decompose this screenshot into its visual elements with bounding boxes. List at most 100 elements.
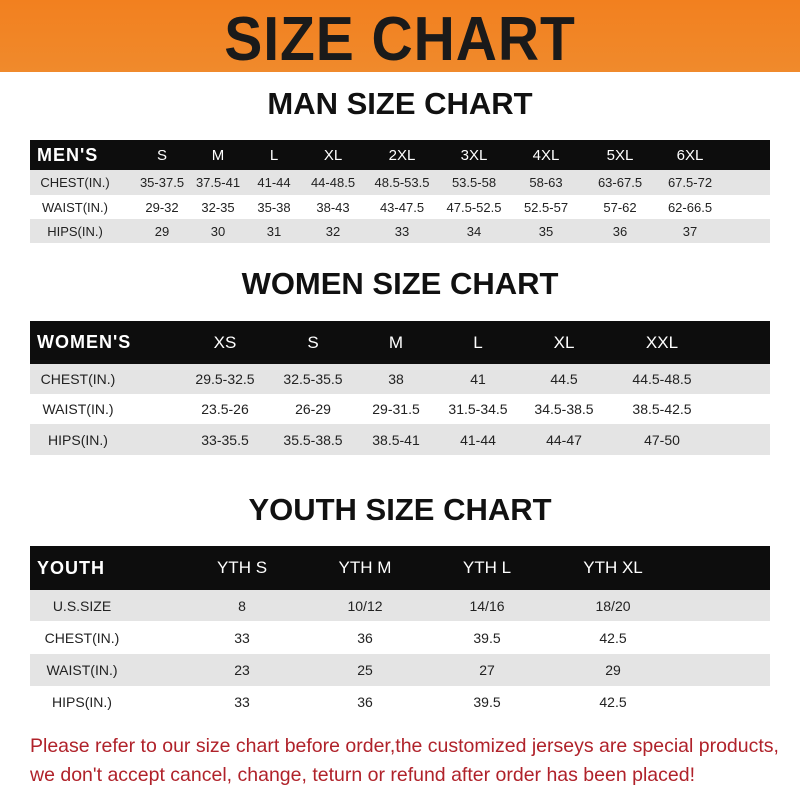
notice-line-2: we don't accept cancel, change, teturn o… <box>30 764 695 786</box>
table-cell: 29 <box>154 223 170 239</box>
table-cell: 52.5-57 <box>523 199 569 215</box>
table-cell: 38-43 <box>316 199 350 215</box>
table-cell: 33 <box>234 694 250 710</box>
table-cell: 44.5-48.5 <box>632 371 692 387</box>
table-cell: 58-63 <box>529 175 563 190</box>
row-label: CHEST(IN.) <box>40 175 110 190</box>
table-row: WAIST(IN.) 29-32 32-35 35-38 38-43 43-47.5 47.… <box>30 195 770 219</box>
table-cell: 32 <box>325 223 341 239</box>
row-label: WAIST(IN.) <box>42 401 114 417</box>
table-cell: 35.5-38.5 <box>283 431 343 448</box>
table-row: WAIST(IN.) 23 25 27 29 <box>30 654 770 686</box>
table-cell: 35 <box>538 223 554 239</box>
table-cell: 37 <box>682 223 698 239</box>
size-header-yth-s: YTH S <box>216 558 268 577</box>
table-cell: 23 <box>234 662 250 678</box>
table-cell: 32.5-35.5 <box>283 371 343 387</box>
table-cell: 63-67.5 <box>597 175 643 190</box>
size-header-yth-l: YTH L <box>462 558 512 577</box>
table-cell: 25 <box>357 662 373 678</box>
row-label: HIPS(IN.) <box>48 431 108 448</box>
size-header-xxl: XXL <box>645 332 679 352</box>
table-cell: 44-48.5 <box>310 175 356 190</box>
table-cell: 29.5-32.5 <box>195 371 255 387</box>
table-cell: 36 <box>612 223 628 239</box>
table-row: U.S.SIZE 8 10/12 14/16 18/20 <box>30 590 770 621</box>
women-size-table: WOMEN'S XS S M L XL XXL CHEST(IN.) 29.5-32.5 32.5… <box>30 321 770 455</box>
table-cell: 37.5-41 <box>195 175 241 190</box>
table-cell: 38.5-42.5 <box>632 401 692 417</box>
row-label: U.S.SIZE <box>52 597 112 614</box>
size-header-5xl: 5XL <box>606 146 634 164</box>
table-row: CHEST(IN.) 35-37.5 37.5-41 41-44 44-48.5 48.5… <box>30 170 770 195</box>
size-header-xs: XS <box>213 332 237 352</box>
table-cell: 33-35.5 <box>201 431 249 448</box>
table-cell: 27 <box>479 662 495 678</box>
table-cell: 35-38 <box>257 199 291 215</box>
header-row: WOMEN'S XS S M L XL XXL <box>30 321 770 364</box>
table-cell: 26-29 <box>295 401 331 417</box>
youth-size-table: YOUTH YTH S YTH M YTH L YTH XL U.S.SIZE 8 10/12… <box>30 546 770 718</box>
table-cell: 62-66.5 <box>667 199 713 215</box>
header-row: YOUTH YTH S YTH M YTH L YTH XL <box>30 546 770 590</box>
banner-title: SIZE CHART <box>224 5 576 74</box>
table-cell: 36 <box>357 694 373 710</box>
table-cell: 35-37.5 <box>139 175 185 190</box>
table-cell: 38 <box>388 371 404 387</box>
table-cell: 29 <box>605 662 621 678</box>
table-cell: 31 <box>266 223 282 239</box>
table-cell: 47-50 <box>644 431 680 448</box>
table-row: HIPS(IN.) 29 30 31 32 33 34 35 36 37 <box>30 219 770 243</box>
table-cell: 23.5-26 <box>201 401 249 417</box>
table-cell: 18/20 <box>595 597 631 614</box>
table-cell: 47.5-52.5 <box>446 199 502 215</box>
table-cell: 29-32 <box>145 199 179 215</box>
table-cell: 44-47 <box>546 431 582 448</box>
row-label: HIPS(IN.) <box>47 223 103 239</box>
size-header-6xl: 6XL <box>676 146 704 164</box>
header-label: WOMEN'S <box>37 332 132 352</box>
men-section-title: MAN SIZE CHART <box>267 86 533 121</box>
size-header-m: M <box>388 332 404 352</box>
header-row: MEN'S S M L XL 2XL 3XL 4XL 5XL 6XL <box>30 140 770 170</box>
table-cell: 42.5 <box>599 694 627 710</box>
row-label: CHEST(IN.) <box>44 629 120 646</box>
table-cell: 33 <box>394 223 410 239</box>
table-cell: 41-44 <box>257 175 291 190</box>
header-label: YOUTH <box>37 557 105 578</box>
table-row: CHEST(IN.) 33 36 39.5 42.5 <box>30 621 770 654</box>
size-header-2xl: 2XL <box>388 146 416 164</box>
table-cell: 67.5-72 <box>667 175 713 190</box>
table-cell: 57-62 <box>603 199 637 215</box>
table-cell: 38.5-41 <box>372 431 420 448</box>
row-label: WAIST(IN.) <box>42 199 108 215</box>
size-header-3xl: 3XL <box>460 146 488 164</box>
table-cell: 39.5 <box>473 694 501 710</box>
row-label: WAIST(IN.) <box>46 662 118 678</box>
table-cell: 30 <box>210 223 226 239</box>
women-section-title: WOMEN SIZE CHART <box>241 266 559 301</box>
header-label: MEN'S <box>37 144 99 165</box>
table-cell: 42.5 <box>599 629 627 646</box>
table-cell: 31.5-34.5 <box>448 401 508 417</box>
table-cell: 32-35 <box>201 199 235 215</box>
table-cell: 39.5 <box>473 629 501 646</box>
men-size-table: MEN'S S M L XL 2XL 3XL 4XL 5XL 6XL CHEST(IN.) 35-37… <box>30 140 770 243</box>
table-cell: 34.5-38.5 <box>534 401 594 417</box>
table-cell: 48.5-53.5 <box>374 175 430 190</box>
size-header-l: L <box>473 332 483 352</box>
youth-section-title: YOUTH SIZE CHART <box>248 492 552 527</box>
size-header-4xl: 4XL <box>532 146 560 164</box>
size-header-yth-m: YTH M <box>338 558 392 577</box>
table-cell: 34 <box>466 223 482 239</box>
row-label: CHEST(IN.) <box>40 371 116 387</box>
notice-line-1: Please refer to our size chart before or… <box>30 735 779 757</box>
size-header-yth-xl: YTH XL <box>583 558 643 577</box>
table-cell: 8 <box>238 597 246 614</box>
table-cell: 41-44 <box>460 431 496 448</box>
table-cell: 43-47.5 <box>379 199 425 215</box>
table-cell: 33 <box>234 629 250 646</box>
table-cell: 29-31.5 <box>372 401 420 417</box>
table-cell: 53.5-58 <box>451 175 497 190</box>
table-cell: 36 <box>357 629 373 646</box>
